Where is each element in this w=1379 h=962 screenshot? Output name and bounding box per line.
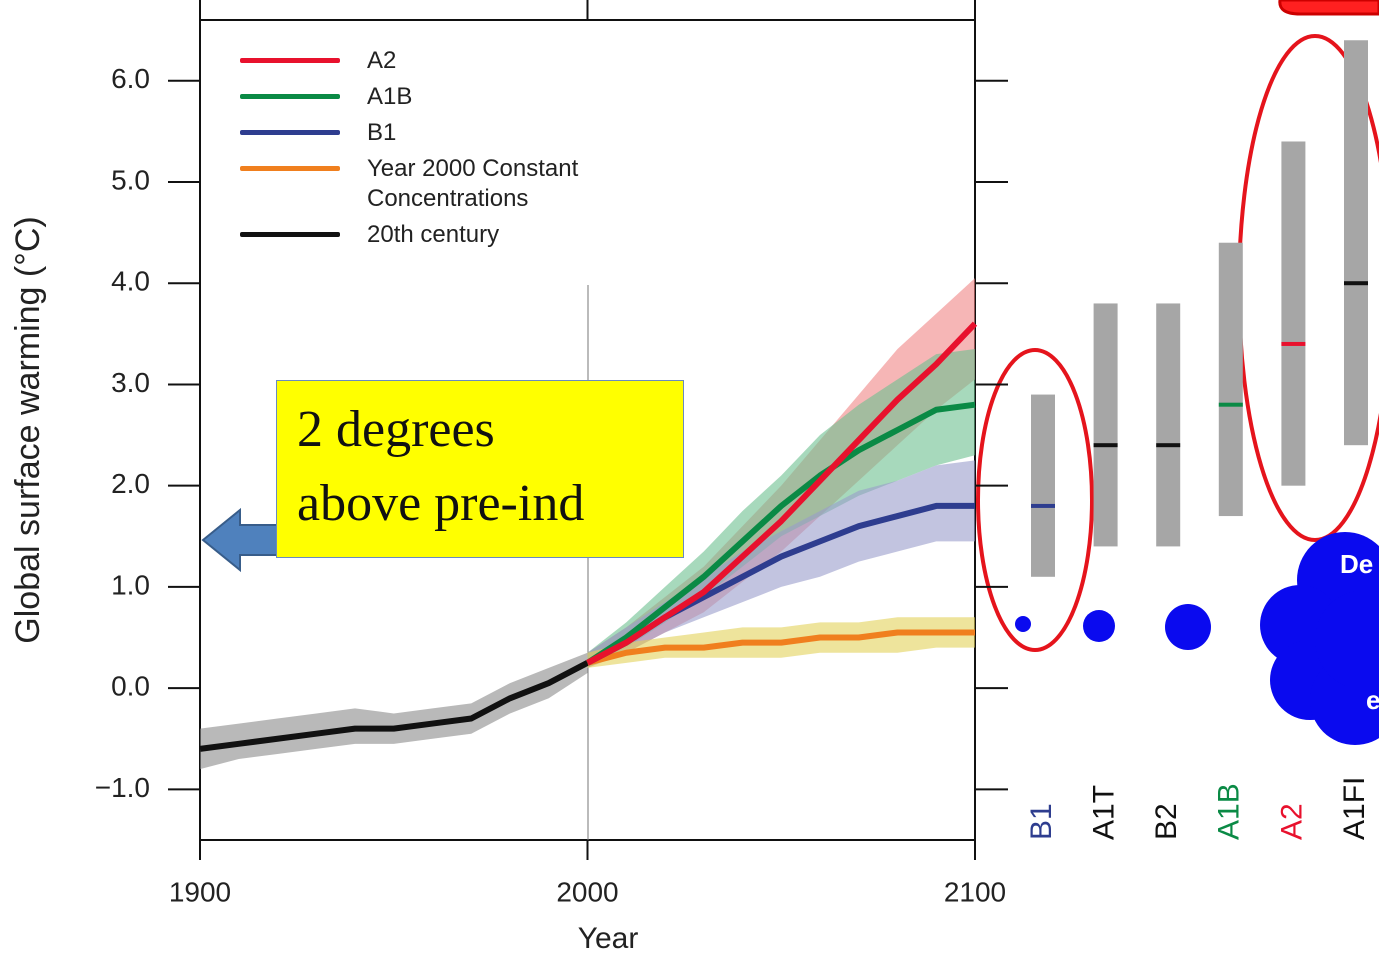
best-estimate [1093, 443, 1118, 448]
annotation-box: 2 degrees above pre-ind [276, 380, 684, 558]
legend-label: A2 [367, 47, 397, 74]
range-bar [1093, 303, 1118, 547]
series-line [199, 660, 589, 752]
category-label: B2 [1150, 803, 1183, 840]
x-tick-label: 2100 [944, 876, 1006, 907]
range-bar [1218, 242, 1243, 517]
category-label: B1 [1025, 803, 1058, 840]
legend-entry: A1B [240, 82, 640, 112]
y-tick-label: 5.0 [111, 164, 150, 195]
best-estimate [1031, 503, 1055, 508]
legend-entry: B1 [240, 118, 640, 148]
x-tick-label: 2000 [556, 876, 618, 907]
y-tick-label: 3.0 [111, 367, 150, 398]
legend-swatch [240, 166, 340, 171]
y-tick-label: 6.0 [111, 63, 150, 94]
y-axis-label: Global surface warming (°C) [9, 216, 47, 643]
legend-entry: 20th century [240, 220, 640, 250]
legend-swatch [240, 58, 340, 63]
uncertainty-band [200, 652, 588, 770]
best-estimate [1218, 402, 1243, 407]
category-label: A1T [1088, 785, 1121, 840]
cloud-part [1315, 590, 1379, 690]
legend: A2 A1B B1 Year 2000 Constant Concentrations… [240, 46, 640, 256]
dot [1083, 610, 1115, 642]
best-estimate [1344, 281, 1368, 286]
annotation-line: above pre-ind [297, 475, 585, 532]
range-bar [1281, 141, 1306, 486]
legend-label: 20th century [367, 221, 500, 248]
series-line [585, 401, 976, 666]
legend-label: B1 [367, 119, 397, 146]
annotation-line: 2 degrees [297, 401, 495, 458]
best-estimate [1156, 443, 1181, 448]
cloud-text: De [1340, 549, 1373, 579]
range-bar [1344, 40, 1368, 446]
uncertainty-band [587, 460, 975, 668]
red-shape [1278, 0, 1379, 16]
cloud [1260, 532, 1379, 745]
range-bar [1031, 394, 1055, 577]
dot [1015, 616, 1031, 632]
y-tick-label: 0.0 [111, 671, 150, 702]
legend-entry: Year 2000 Constant Concentrations [240, 154, 640, 214]
uncertainty-band [587, 278, 975, 668]
y-tick-label: 4.0 [111, 266, 150, 297]
cloud-text: e [1366, 685, 1379, 715]
y-tick-label: 1.0 [111, 569, 150, 600]
legend-swatch [240, 94, 340, 99]
legend-label: Year 2000 Constant Concentrations [367, 155, 579, 212]
legend-label: A1B [367, 83, 413, 110]
series-line [586, 629, 975, 666]
legend-swatch [240, 232, 340, 237]
y-tick-label: −1.0 [95, 772, 150, 803]
legend-swatch [240, 130, 340, 135]
x-axis-label: Year [578, 922, 639, 955]
highlight-ellipse [976, 348, 1094, 652]
range-bar [1156, 303, 1181, 547]
category-label: A2 [1275, 803, 1308, 840]
dot [1165, 604, 1211, 650]
series-line [586, 321, 978, 666]
category-label: A1B [1213, 783, 1246, 840]
best-estimate [1281, 341, 1306, 346]
y-tick-label: 2.0 [111, 468, 150, 499]
category-label: A1FI [1338, 777, 1371, 840]
x-tick-label: 1900 [169, 876, 231, 907]
legend-entry: A2 [240, 46, 640, 76]
